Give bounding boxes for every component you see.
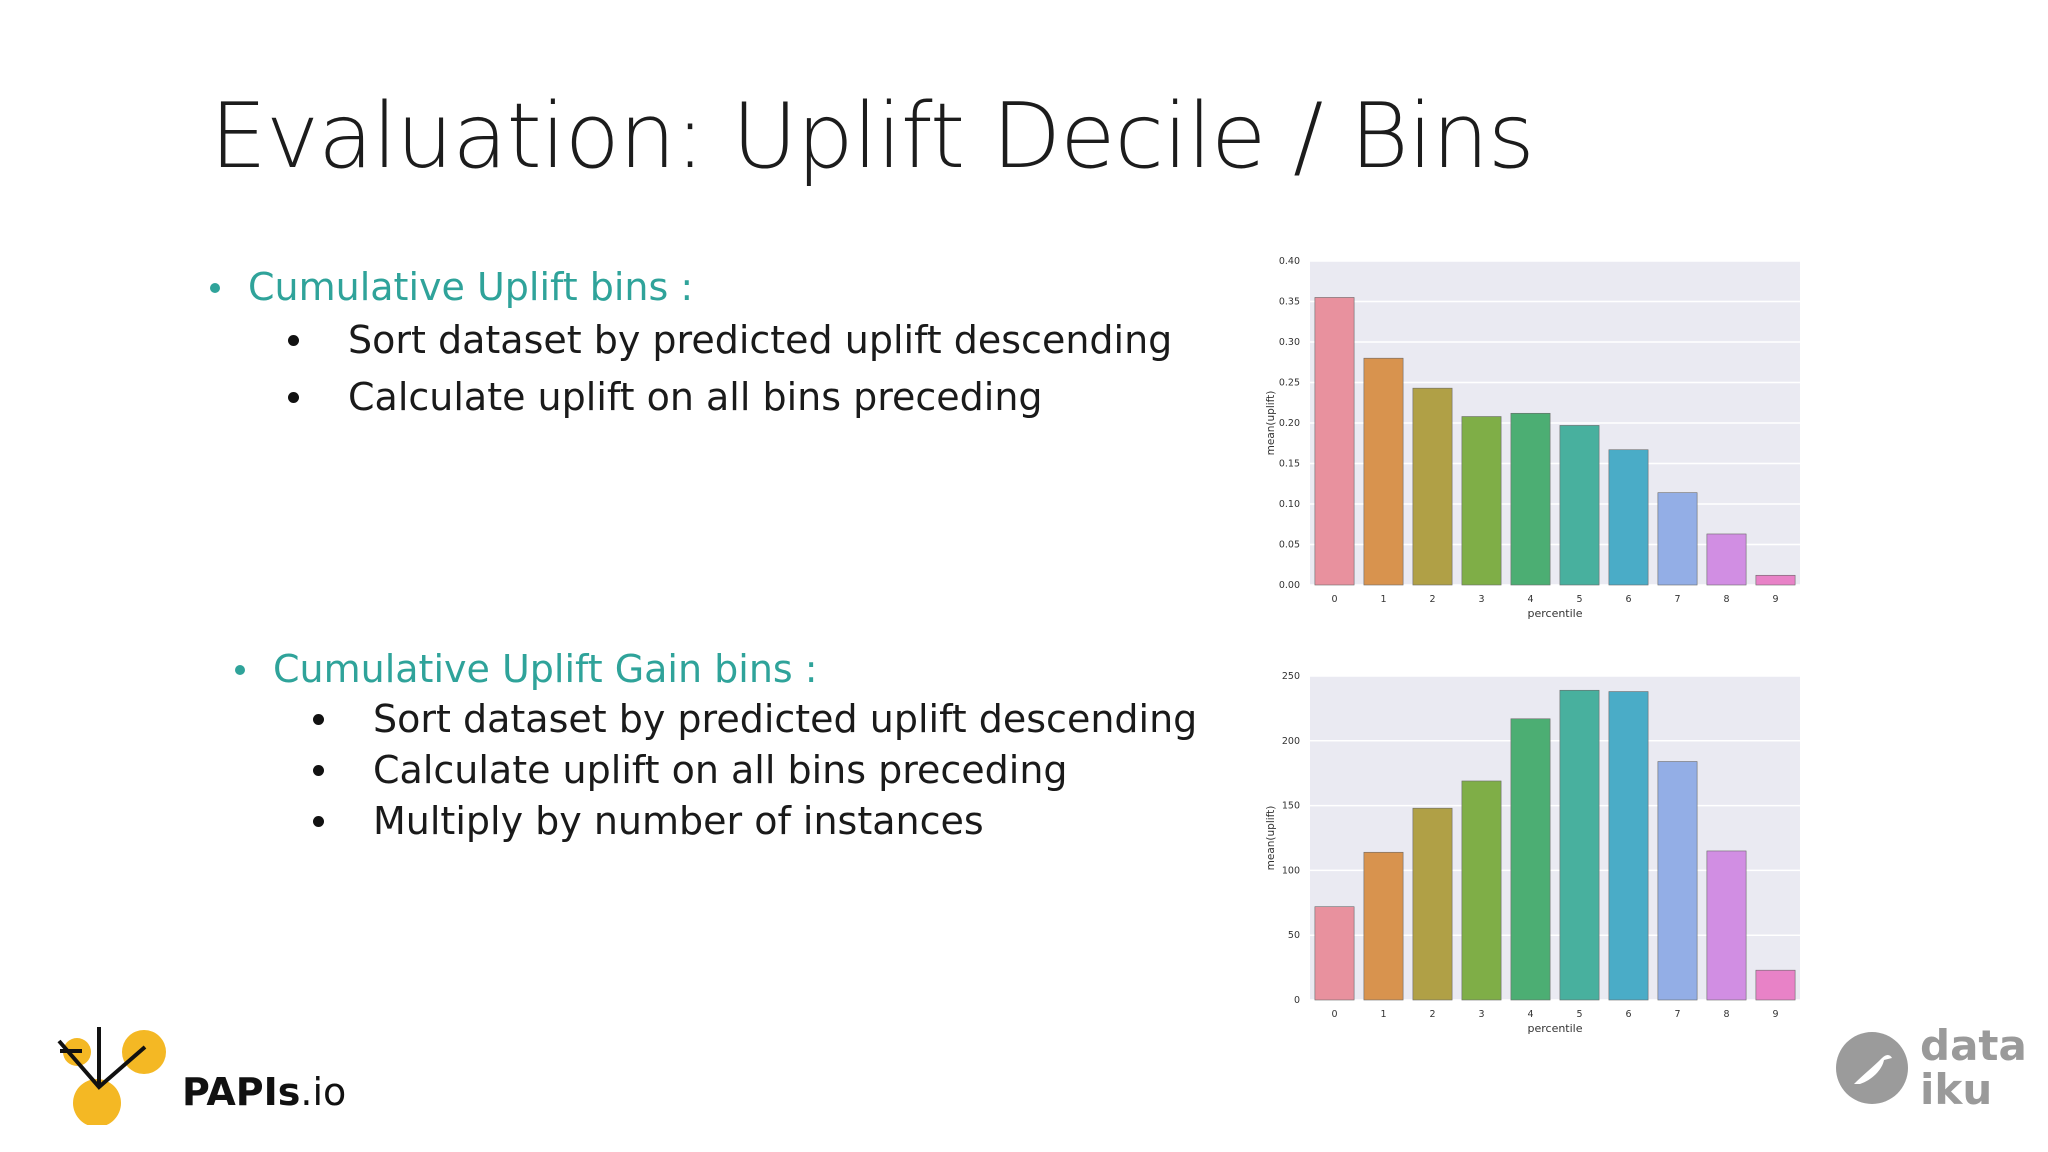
x-axis-label: percentile	[1527, 1022, 1582, 1035]
x-tick-label: 7	[1674, 594, 1680, 605]
bar	[1412, 807, 1453, 1001]
y-tick-label: 0.35	[1279, 297, 1300, 308]
y-tick-label: 0.05	[1279, 540, 1300, 551]
x-tick-label: 7	[1674, 1009, 1680, 1020]
y-tick-label: 200	[1282, 736, 1300, 747]
y-tick-label: 0.15	[1279, 459, 1300, 470]
section-heading-text: Cumulative Uplift Gain bins :	[273, 647, 818, 691]
bullet-dot	[288, 334, 299, 346]
x-tick-label: 4	[1527, 1009, 1533, 1020]
section-heading: Cumulative Uplift Gain bins :	[235, 644, 1197, 694]
bullet-item: Sort dataset by predicted uplift descend…	[313, 694, 1197, 745]
bar	[1608, 691, 1649, 1001]
y-tick-label: 100	[1282, 865, 1300, 876]
x-tick-label: 2	[1429, 594, 1435, 605]
bullet-dot	[288, 391, 299, 403]
bullet-item: Sort dataset by predicted uplift descend…	[288, 312, 1172, 369]
bar	[1559, 425, 1600, 586]
bird-icon	[1836, 1032, 1908, 1104]
x-tick-label: 0	[1331, 594, 1337, 605]
dataiku-logo: data iku	[1832, 1024, 2032, 1118]
uplift-bar-chart: 0.00 0.05 0.10 0.15 0.20 0.25 0.30 0.35 0.40 0 1 2 3…	[1265, 256, 1800, 620]
bar	[1510, 718, 1551, 1001]
bar	[1755, 574, 1796, 586]
bullet-text: Multiply by number of instances	[373, 799, 984, 843]
bar	[1755, 969, 1796, 1001]
y-tick-label: 150	[1282, 801, 1300, 812]
y-tick-label: 250	[1282, 671, 1300, 682]
y-tick-label: 0.40	[1279, 256, 1300, 267]
y-tick-label: 50	[1288, 930, 1300, 941]
bar	[1412, 387, 1453, 586]
x-tick-label: 2	[1429, 1009, 1435, 1020]
x-tick-label: 5	[1576, 1009, 1582, 1020]
y-tick-label: 0.20	[1279, 418, 1300, 429]
slide-title: Evaluation: Uplift Decile / Bins	[210, 84, 1535, 189]
bullet-text: Calculate uplift on all bins preceding	[348, 375, 1043, 419]
uplift-gain-bar-chart: 0 50 100 150 200 250 0 1 2 3 4 5 6 7 8 9 percentile mean(…	[1265, 671, 1800, 1035]
section-cumulative-uplift-gain: Cumulative Uplift Gain bins : Sort datas…	[235, 644, 1197, 847]
y-axis-label: mean(uplift)	[1265, 806, 1277, 871]
x-tick-label: 6	[1625, 1009, 1631, 1020]
y-tick-label: 0.30	[1279, 337, 1300, 348]
x-axis-label: percentile	[1527, 607, 1582, 620]
bar	[1510, 412, 1551, 586]
x-tick-label: 3	[1478, 594, 1484, 605]
bullet-dot	[210, 283, 220, 293]
x-tick-label: 8	[1723, 594, 1729, 605]
papis-logo-text: PAPIs.io	[182, 1070, 347, 1114]
x-tick-label: 5	[1576, 594, 1582, 605]
bullet-item: Multiply by number of instances	[313, 796, 1197, 847]
bar	[1314, 297, 1355, 586]
bar	[1363, 851, 1404, 1001]
papis-logo-icon	[57, 1027, 166, 1127]
x-tick-label: 8	[1723, 1009, 1729, 1020]
y-tick-label: 0.00	[1279, 580, 1300, 591]
bar	[1363, 357, 1404, 586]
x-tick-label: 6	[1625, 594, 1631, 605]
y-tick-label: 0.25	[1279, 378, 1300, 389]
bullet-dot	[313, 764, 324, 776]
bar	[1314, 906, 1355, 1001]
x-tick-label: 1	[1380, 594, 1386, 605]
x-tick-label: 0	[1331, 1009, 1337, 1020]
bar	[1461, 780, 1502, 1001]
y-tick-label: 0	[1294, 995, 1300, 1006]
x-tick-label: 4	[1527, 594, 1533, 605]
bullet-item: Calculate uplift on all bins preceding	[313, 745, 1197, 796]
bullet-item: Calculate uplift on all bins preceding	[288, 369, 1172, 426]
x-tick-label: 1	[1380, 1009, 1386, 1020]
bar	[1559, 689, 1600, 1001]
bullet-text: Calculate uplift on all bins preceding	[373, 748, 1068, 792]
y-axis-label: mean(uplift)	[1265, 391, 1277, 456]
section-heading: Cumulative Uplift bins :	[210, 262, 1172, 312]
x-tick-label: 9	[1772, 1009, 1778, 1020]
bar	[1706, 533, 1747, 586]
bullet-dot	[313, 815, 324, 827]
bullet-dot	[235, 665, 245, 675]
bar	[1657, 761, 1698, 1001]
bullet-text: Sort dataset by predicted uplift descend…	[348, 318, 1173, 362]
section-cumulative-uplift: Cumulative Uplift bins : Sort dataset by…	[210, 262, 1172, 426]
papis-logo: PAPIs.io	[52, 1025, 346, 1127]
bullet-dot	[313, 713, 324, 725]
bar	[1461, 416, 1502, 586]
y-tick-label: 0.10	[1279, 499, 1300, 510]
x-tick-label: 3	[1478, 1009, 1484, 1020]
section-heading-text: Cumulative Uplift bins :	[248, 265, 694, 309]
bar	[1608, 449, 1649, 586]
bullet-text: Sort dataset by predicted uplift descend…	[373, 697, 1198, 741]
bar	[1657, 492, 1698, 586]
x-tick-label: 9	[1772, 594, 1778, 605]
dataiku-logo-text: data iku	[1920, 1021, 2027, 1114]
bar	[1706, 850, 1747, 1001]
